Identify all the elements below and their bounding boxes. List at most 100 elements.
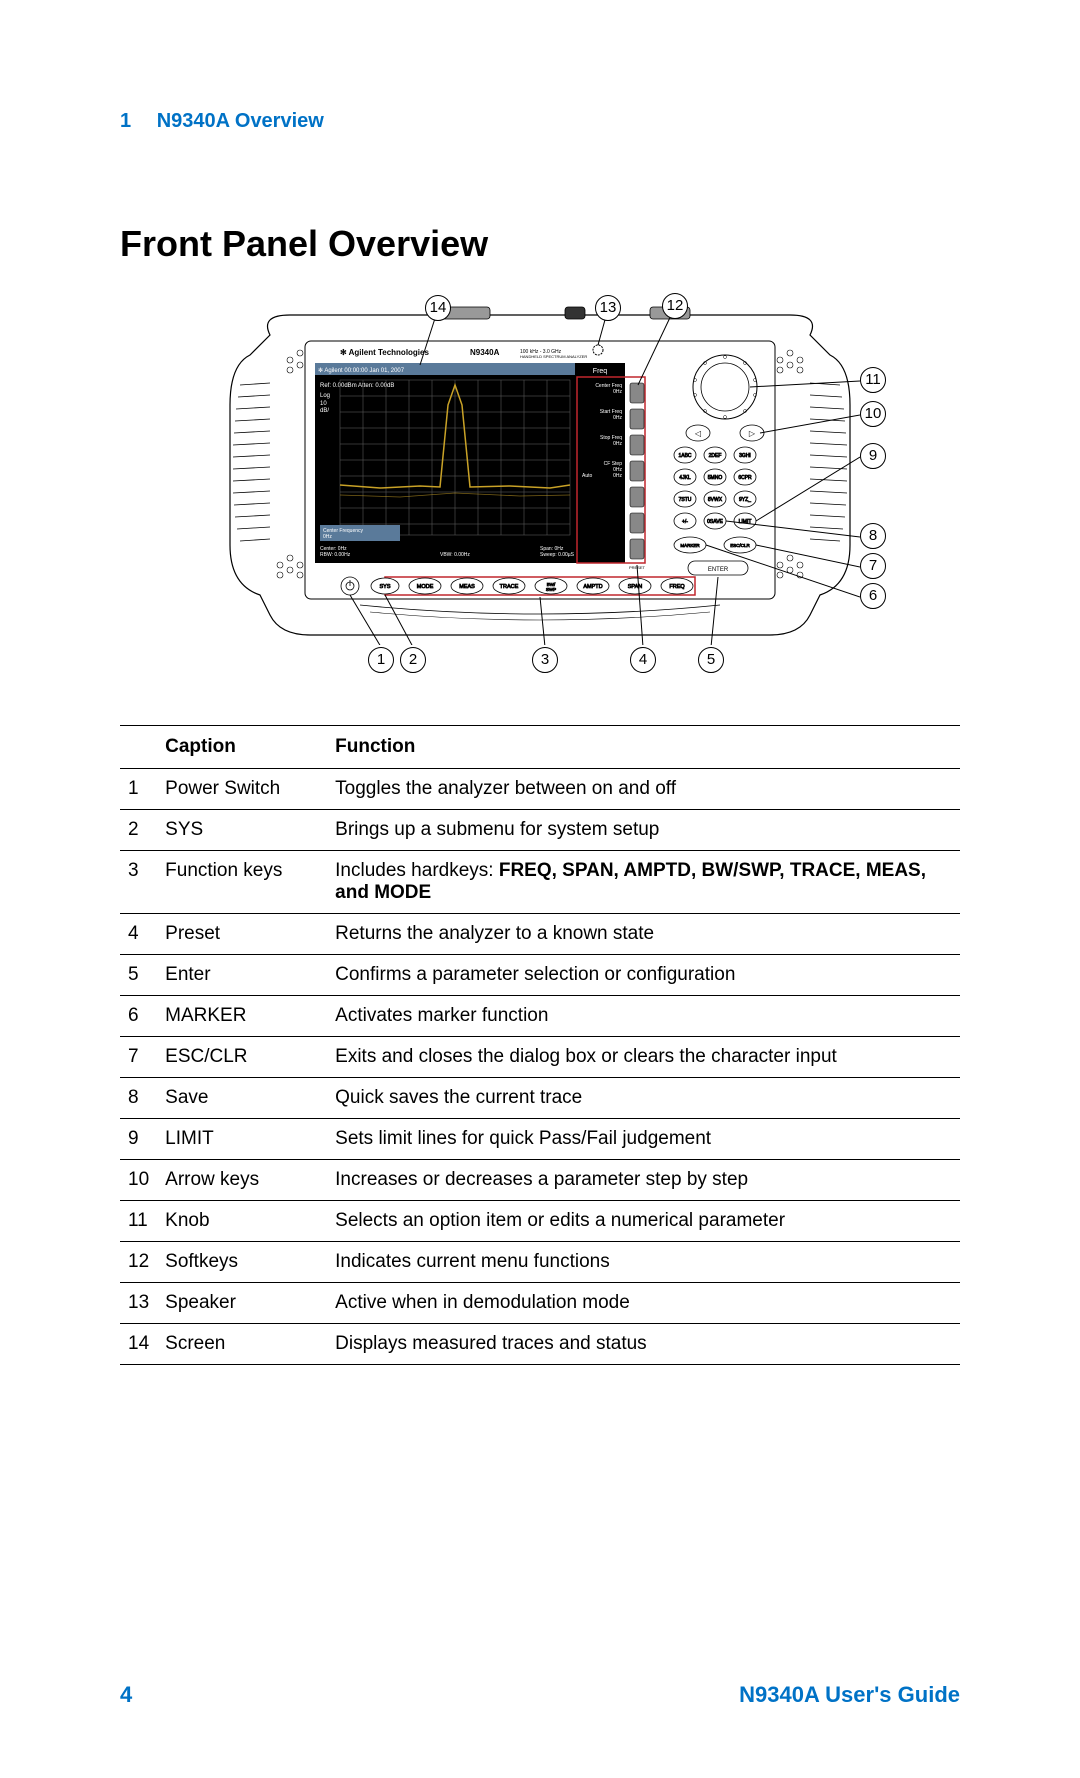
callout-5: 5 (698, 647, 724, 673)
svg-text:Sweep: 0.00µS: Sweep: 0.00µS (540, 552, 575, 558)
svg-text:◁: ◁ (695, 429, 702, 438)
row-caption: Preset (157, 914, 327, 955)
row-function: Brings up a submenu for system setup (327, 810, 960, 851)
row-caption: Arrow keys (157, 1160, 327, 1201)
svg-text:10: 10 (320, 401, 327, 407)
callout-9: 9 (860, 443, 886, 469)
svg-text:0Hz: 0Hz (323, 534, 332, 540)
row-caption: Function keys (157, 851, 327, 914)
device-illustration: ✻ Agilent Technologies N9340A 100 kHz - … (220, 305, 860, 645)
row-number: 3 (120, 851, 157, 914)
table-header-blank (120, 726, 157, 769)
chapter-number: 1 (120, 110, 131, 132)
svg-text:dB/: dB/ (320, 408, 329, 414)
svg-text:0Hz: 0Hz (613, 389, 622, 395)
row-function: Increases or decreases a parameter step … (327, 1160, 960, 1201)
table-row: 9LIMITSets limit lines for quick Pass/Fa… (120, 1119, 960, 1160)
svg-text:9YZ_: 9YZ_ (739, 497, 751, 503)
svg-text:N9340A: N9340A (470, 348, 500, 357)
row-function: Displays measured traces and status (327, 1324, 960, 1365)
svg-text:0SAVE: 0SAVE (707, 519, 723, 525)
table-row: 3Function keysIncludes hardkeys: FREQ, S… (120, 851, 960, 914)
row-caption: Softkeys (157, 1242, 327, 1283)
row-caption: Knob (157, 1201, 327, 1242)
svg-text:Auto: Auto (582, 473, 593, 479)
svg-text:ESC/CLR: ESC/CLR (730, 543, 750, 548)
callout-11: 11 (860, 367, 886, 393)
table-row: 4PresetReturns the analyzer to a known s… (120, 914, 960, 955)
svg-text:0Hz: 0Hz (613, 473, 622, 479)
svg-text:SYS: SYS (379, 584, 390, 590)
callout-6: 6 (860, 583, 886, 609)
svg-text:0Hz: 0Hz (613, 415, 622, 421)
page-footer: 4 N9340A User's Guide (120, 1682, 960, 1708)
svg-text:5MNO: 5MNO (708, 475, 723, 481)
brand-text: ✻ Agilent Technologies (340, 348, 429, 357)
callout-7: 7 (860, 553, 886, 579)
row-number: 1 (120, 769, 157, 810)
svg-text:6CPR: 6CPR (738, 475, 752, 481)
device-figure: ✻ Agilent Technologies N9340A 100 kHz - … (190, 305, 890, 685)
row-number: 11 (120, 1201, 157, 1242)
table-row: 13SpeakerActive when in demodulation mod… (120, 1283, 960, 1324)
table-row: 6MARKERActivates marker function (120, 996, 960, 1037)
section-title: Front Panel Overview (120, 223, 960, 265)
row-number: 13 (120, 1283, 157, 1324)
svg-text:0Hz: 0Hz (613, 441, 622, 447)
svg-text:✻ Agilent 00:00:00 Jan 01, 2: ✻ Agilent 00:00:00 Jan 01, 2007 (318, 367, 405, 374)
svg-text:AMPTD: AMPTD (583, 584, 602, 590)
table-row: 11KnobSelects an option item or edits a … (120, 1201, 960, 1242)
callout-10: 10 (860, 401, 886, 427)
svg-text:2DEF: 2DEF (709, 453, 722, 459)
svg-text:3GHI: 3GHI (739, 453, 751, 459)
row-caption: Speaker (157, 1283, 327, 1324)
callout-13: 13 (595, 295, 621, 321)
row-function: Selects an option item or edits a numeri… (327, 1201, 960, 1242)
svg-text:SWP: SWP (546, 587, 556, 592)
row-caption: MARKER (157, 996, 327, 1037)
callout-8: 8 (860, 523, 886, 549)
table-row: 2SYSBrings up a submenu for system setup (120, 810, 960, 851)
table-row: 12SoftkeysIndicates current menu functio… (120, 1242, 960, 1283)
row-caption: Power Switch (157, 769, 327, 810)
table-header-function: Function (327, 726, 960, 769)
svg-text:7STU: 7STU (679, 497, 692, 503)
row-number: 5 (120, 955, 157, 996)
row-function: Toggles the analyzer between on and off (327, 769, 960, 810)
callout-3: 3 (532, 647, 558, 673)
svg-text:8VWX: 8VWX (708, 497, 723, 503)
row-caption: Enter (157, 955, 327, 996)
row-function: Returns the analyzer to a known state (327, 914, 960, 955)
table-header-caption: Caption (157, 726, 327, 769)
table-row: 1Power SwitchToggles the analyzer betwee… (120, 769, 960, 810)
row-number: 7 (120, 1037, 157, 1078)
svg-text:Ref: 0.00dBm Atten: 0.00d: Ref: 0.00dBm Atten: 0.00dB (320, 383, 394, 389)
table-row: 8SaveQuick saves the current trace (120, 1078, 960, 1119)
row-caption: LIMIT (157, 1119, 327, 1160)
callout-2: 2 (400, 647, 426, 673)
callout-1: 1 (368, 647, 394, 673)
row-number: 12 (120, 1242, 157, 1283)
guide-title: N9340A User's Guide (739, 1682, 960, 1708)
row-number: 14 (120, 1324, 157, 1365)
svg-text:1ABC: 1ABC (678, 453, 691, 459)
chapter-header: 1 N9340A Overview (120, 110, 960, 133)
row-function: Confirms a parameter selection or config… (327, 955, 960, 996)
svg-text:MODE: MODE (417, 584, 434, 590)
row-caption: Save (157, 1078, 327, 1119)
row-function: Includes hardkeys: FREQ, SPAN, AMPTD, BW… (327, 851, 960, 914)
callout-4: 4 (630, 647, 656, 673)
svg-text:MARKER: MARKER (680, 543, 700, 548)
row-number: 9 (120, 1119, 157, 1160)
page-number: 4 (120, 1682, 132, 1708)
row-caption: Screen (157, 1324, 327, 1365)
svg-text:TRACE: TRACE (500, 584, 519, 590)
row-number: 8 (120, 1078, 157, 1119)
row-function: Activates marker function (327, 996, 960, 1037)
svg-text:Log: Log (320, 393, 330, 399)
row-function: Quick saves the current trace (327, 1078, 960, 1119)
row-function: Active when in demodulation mode (327, 1283, 960, 1324)
row-function: Indicates current menu functions (327, 1242, 960, 1283)
row-number: 2 (120, 810, 157, 851)
svg-text:RBW: 0.00Hz: RBW: 0.00Hz (320, 552, 351, 558)
